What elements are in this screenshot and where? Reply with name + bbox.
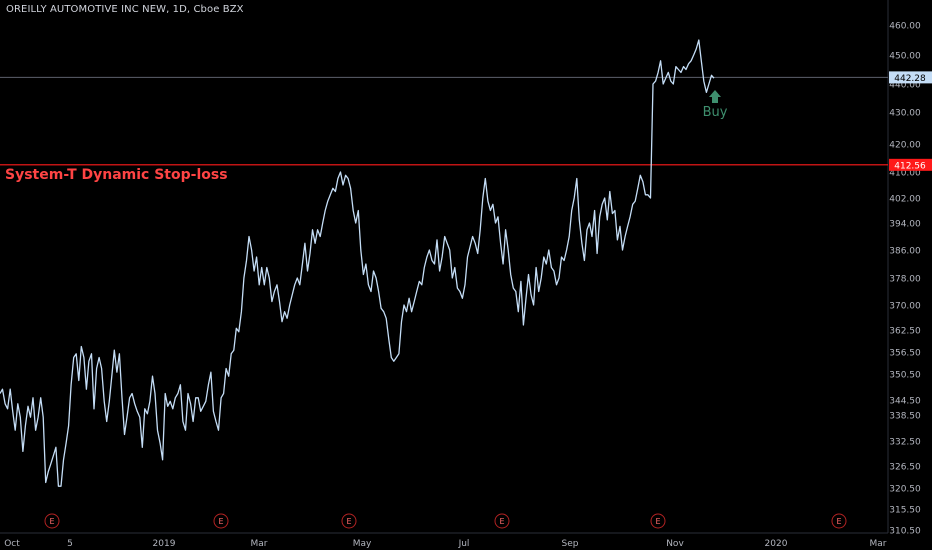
- y-tick-label: 326.50: [889, 463, 921, 473]
- last-price-text: 442.28: [894, 74, 926, 84]
- y-tick-label: 310.50: [889, 527, 921, 537]
- earnings-marker: [213, 513, 229, 529]
- y-tick-label: 362.50: [889, 327, 921, 337]
- buy-label: Buy: [703, 105, 728, 120]
- earnings-label: E: [655, 517, 660, 526]
- earnings-label: E: [49, 517, 54, 526]
- chart-title: OREILLY AUTOMOTIVE INC NEW, 1D, Cboe BZX: [6, 4, 244, 15]
- x-tick-label: Jul: [458, 539, 470, 549]
- stop-loss-label: System-T Dynamic Stop-loss: [5, 167, 228, 183]
- x-tick-label: Mar: [251, 539, 268, 549]
- y-tick-label: 370.00: [889, 302, 921, 312]
- y-tick-label: 440.00: [889, 81, 921, 91]
- stop-loss-price-text: 412.56: [894, 161, 926, 171]
- x-tick-label: Mar: [870, 539, 887, 549]
- y-tick-label: 320.50: [889, 485, 921, 495]
- y-tick-label: 332.50: [889, 438, 921, 448]
- earnings-marker: [44, 513, 60, 529]
- y-tick-label: 402.00: [889, 195, 921, 205]
- x-tick-label: May: [353, 539, 372, 549]
- y-tick-label: 430.00: [889, 109, 921, 119]
- price-series-line: [0, 39, 715, 487]
- y-tick-label: 378.00: [889, 275, 921, 285]
- y-tick-label: 350.50: [889, 371, 921, 381]
- x-tick-label: 2019: [153, 539, 176, 549]
- earnings-marker: [494, 513, 510, 529]
- y-tick-label: 410.00: [889, 169, 921, 179]
- buy-arrow-icon: [709, 90, 721, 103]
- x-tick-label: Sep: [562, 539, 579, 549]
- earnings-marker: [831, 513, 847, 529]
- y-tick-label: 356.50: [889, 349, 921, 359]
- earnings-label: E: [836, 517, 841, 526]
- y-tick-label: 338.50: [889, 412, 921, 422]
- y-tick-label: 450.00: [889, 52, 921, 62]
- earnings-marker: [650, 513, 666, 529]
- x-tick-label: Oct: [4, 539, 20, 549]
- earnings-label: E: [346, 517, 351, 526]
- earnings-label: E: [218, 517, 223, 526]
- y-tick-label: 344.50: [889, 397, 921, 407]
- y-tick-label: 460.00: [889, 22, 921, 32]
- x-tick-label: 2020: [765, 539, 788, 549]
- y-tick-label: 315.50: [889, 506, 921, 516]
- x-tick-label: Nov: [666, 539, 684, 549]
- earnings-marker: [341, 513, 357, 529]
- y-tick-label: 420.00: [889, 141, 921, 151]
- last-price-tag: [889, 71, 932, 84]
- earnings-label: E: [499, 517, 504, 526]
- y-tick-label: 394.00: [889, 220, 921, 230]
- y-tick-label: 386.00: [889, 247, 921, 257]
- stop-loss-price-tag: [889, 158, 932, 171]
- x-tick-label: 5: [67, 539, 73, 549]
